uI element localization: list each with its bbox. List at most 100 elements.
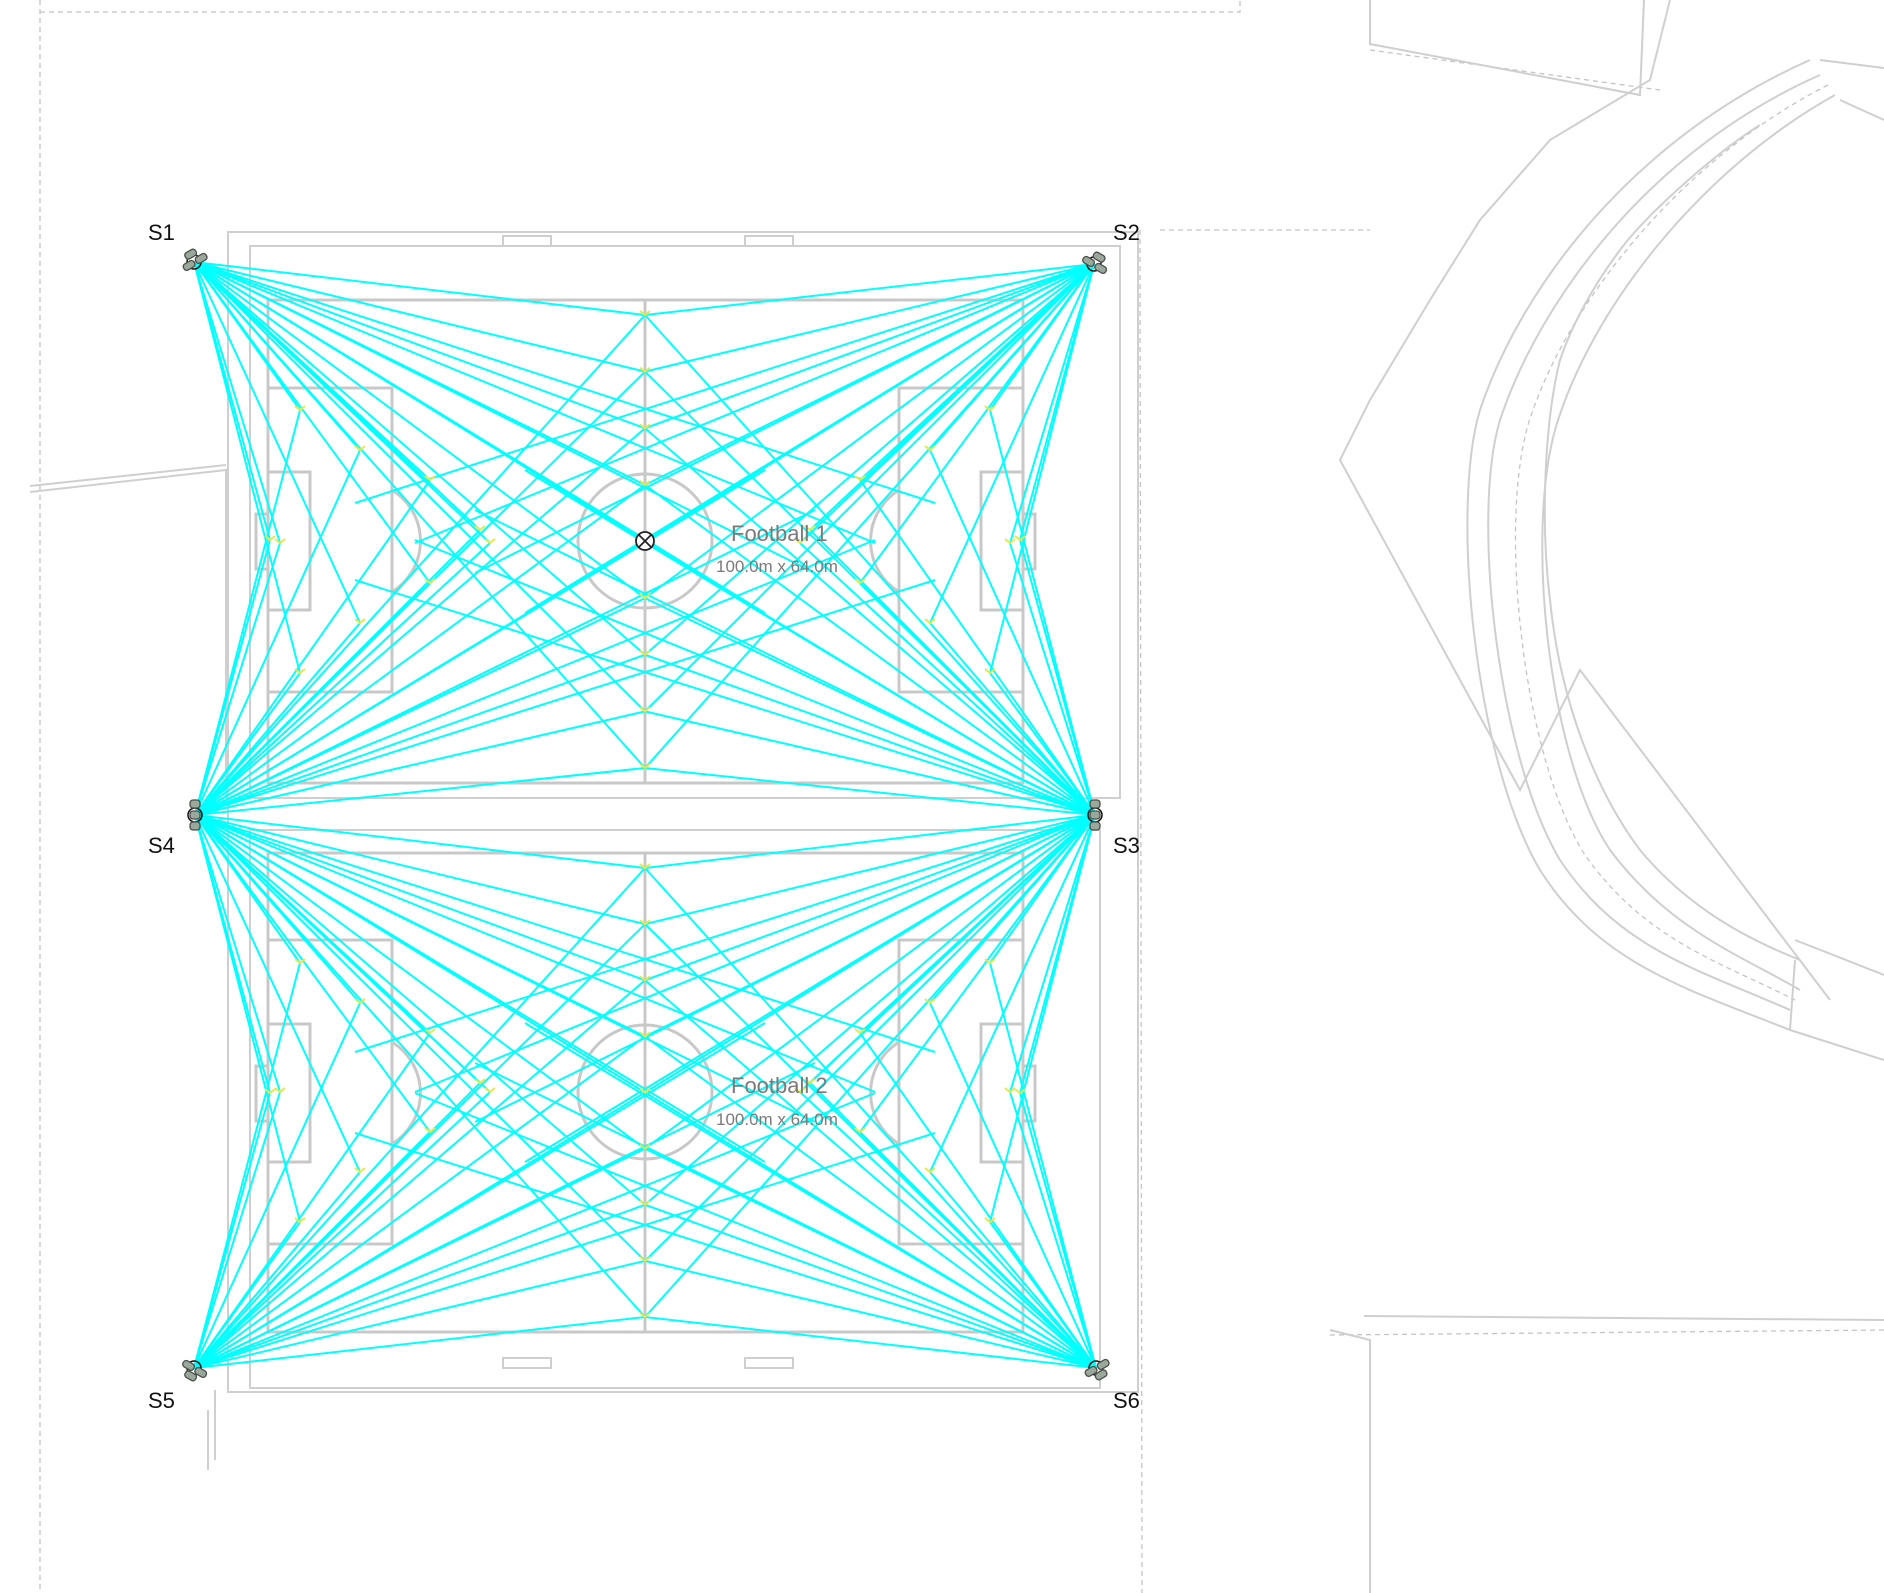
beam-f1-r0-c7 [644,263,1095,713]
beam-f2-tr-d7 [799,814,1096,1093]
mast-s3[interactable] [1087,799,1103,831]
aim-f2-l2 [424,1028,436,1035]
beam-f1-br-x3 [354,579,1096,816]
beam-f1-r1-c8 [644,767,1096,816]
aim-f1-l9 [274,538,286,545]
aim-f1-l6 [424,578,436,585]
beam-f1-l0-c5 [193,261,646,599]
beam-f1-tr-x3 [354,263,1095,504]
beam-f2-l0-c7 [194,814,646,1262]
beam-f1-tr-d1 [929,263,1095,451]
beam-f2-bl-d7 [193,1091,491,1369]
beam-f2-bl-x0 [193,1022,766,1369]
mast-s4[interactable] [187,799,203,831]
mast-label-s6: S6 [1113,1388,1140,1413]
beam-f1-r1-c3 [644,484,1096,816]
beam-f2-r0-c0 [644,814,1096,869]
aim-f2-c6 [639,1199,651,1207]
beam-f2-br-x1 [474,1062,1097,1369]
aim-f2-l6 [424,1127,436,1134]
beam-f2-tr-d5 [929,814,1096,1173]
aim-f1-r2 [854,475,866,482]
aim-f2-l7 [484,1087,496,1094]
mast-s2[interactable] [1082,251,1108,275]
beam-f2-br-d8 [1019,1092,1097,1369]
aim-f2-r9 [1004,1087,1016,1094]
beam-f1-tr-d8 [1019,263,1095,541]
beam-f1-bl-x0 [194,469,766,816]
beam-f2-bl-x3 [193,1132,936,1369]
beam-f1-r1-c6 [644,653,1096,816]
floodlight-masts [182,248,1110,1382]
aim-f2-l9 [274,1087,286,1094]
beam-f2-br-x3 [354,1132,1097,1369]
aim-f1-l7 [484,538,496,545]
beam-f1-br-x2 [414,539,1096,816]
field-name-1: Football 1 [731,521,828,546]
beam-f2-tr-x0 [524,814,1096,1163]
mast-label-s1: S1 [148,220,175,245]
beam-f1-tr-x1 [474,263,1095,574]
aim-f1-l8 [264,535,276,542]
beam-f1-l1-c6 [194,653,646,816]
beam-f1-tr-d7 [799,263,1095,544]
aim-f1-l3 [474,525,486,532]
beam-f2-tl-d6 [194,814,431,1133]
beam-f1-tl-d4 [193,261,301,674]
aim-f2-l1 [354,998,366,1005]
beam-f2-tr-d1 [929,814,1096,1004]
beam-f2-bl-d4 [193,1221,301,1369]
aim-f2-c7 [639,1256,651,1263]
site-boundaries [29,0,1884,1593]
beam-f1-r1-c7 [644,710,1096,816]
beam-f1-tr-x0 [524,263,1095,614]
beam-f2-br-d9 [1009,1091,1097,1369]
mast-s6[interactable] [1084,1358,1110,1381]
aim-f2-c0 [639,863,651,870]
beam-f1-br-d9 [1009,542,1096,816]
beam-f1-bl-d1 [194,449,361,816]
mast-s1[interactable] [182,248,208,272]
aim-f2-r4 [984,1217,996,1224]
aim-f2-c8 [639,1312,651,1319]
mast-s5[interactable] [182,1359,208,1382]
beam-f2-l1-c3 [193,1035,646,1369]
field-dimensions-1: 100.0m x 64.0m [716,557,838,576]
aim-f2-r0 [984,958,996,965]
beam-f2-tl-x3 [194,814,936,1053]
beam-f2-l1-c6 [193,1203,646,1369]
calculation-grid-origin-icon [635,531,655,551]
beam-f2-tl-x0 [194,814,766,1163]
beam-f2-bl-d8 [193,1092,271,1369]
beam-f1-tl-x2 [193,261,876,544]
aim-f2-l8 [264,1088,276,1095]
beam-f2-r1-c3 [644,1035,1097,1369]
beam-f2-r1-c7 [644,1259,1097,1369]
beam-f2-l0-c0 [194,814,646,869]
aim-f1-c8 [639,763,651,770]
beam-f2-r1-c8 [644,1316,1097,1369]
beam-f1-tl-d8 [193,261,271,541]
beam-f1-br-d2 [859,479,1096,816]
aim-f1-r8 [1014,535,1026,542]
beam-f2-tl-x1 [194,814,816,1123]
aim-f1-c0 [639,310,651,317]
beam-f2-tl-d1 [194,814,361,1004]
beam-f1-l1-c7 [194,710,646,816]
beam-f1-tr-d9 [1009,263,1095,544]
beam-f2-bl-d6 [193,1131,431,1369]
aim-f1-r6 [854,578,866,585]
beam-f2-br-d5 [929,1171,1097,1369]
aim-f1-l2 [424,475,436,482]
mast-label-s4: S4 [148,833,175,858]
aim-f1-c2 [639,423,651,430]
beam-f2-tl-x2 [194,814,876,1093]
beam-f1-r0-c1 [644,263,1095,373]
beam-f2-r0-c5 [644,814,1096,1150]
aim-f1-r7 [794,538,806,545]
aim-f1-r4 [984,668,996,675]
aim-f1-c7 [639,706,651,713]
beam-f2-r1-c6 [644,1203,1097,1369]
aim-f2-r6 [854,1127,866,1134]
beam-f1-bl-d4 [194,672,301,816]
